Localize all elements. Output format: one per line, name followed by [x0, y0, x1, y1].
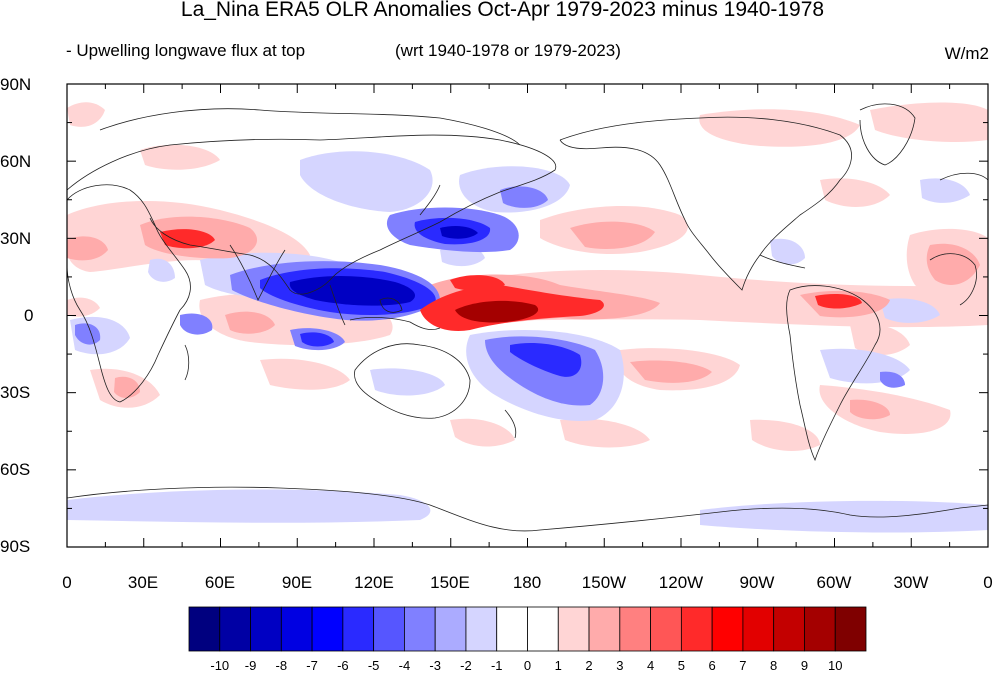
lon-label-120e: 120E [354, 573, 394, 592]
colorbar-label: 4 [646, 658, 655, 673]
lon-label-150w: 150W [581, 573, 627, 592]
anomaly-positive-extreme [455, 300, 539, 323]
colorbar-swatch [434, 606, 467, 652]
lon-label-90e: 90E [281, 573, 313, 592]
axis-ticks [66, 83, 989, 548]
lon-label-60e: 60E [204, 573, 236, 592]
colorbar-label: -3 [429, 658, 441, 673]
anomaly-field [67, 102, 988, 533]
lon-label-90w: 90W [739, 573, 775, 592]
colorbar-swatch [188, 606, 221, 652]
colorbar-swatch [834, 606, 867, 652]
lat-label-30s: 30S [0, 383, 31, 402]
units-label: W/m2 [944, 44, 989, 63]
colorbar-swatch [373, 606, 405, 652]
colorbar-label: -9 [244, 658, 257, 673]
colorbar-label: 2 [585, 658, 593, 673]
lon-label-150e: 150E [430, 573, 470, 592]
colorbar-swatch [250, 606, 282, 652]
lat-label-60n: 60N [0, 152, 32, 171]
lon-label-30e: 30E [127, 573, 159, 592]
colorbar [188, 606, 867, 652]
colorbar-label: 9 [800, 658, 809, 673]
colorbar-label: 7 [739, 658, 747, 673]
chart-subtitle-reference: (wrt 1940-1978 or 1979-2023) [395, 41, 621, 60]
colorbar-swatch [219, 606, 251, 652]
colorbar-label: -1 [490, 658, 503, 673]
colorbar-swatch [742, 606, 775, 652]
lon-label-180: 180 [512, 573, 542, 592]
colorbar-swatch [465, 606, 498, 652]
colorbar-swatch [588, 606, 621, 652]
lon-label-0: 0 [62, 573, 72, 592]
lon-label-0-east: 0 [983, 573, 993, 592]
colorbar-label: -2 [460, 658, 472, 673]
colorbar-swatch [280, 606, 313, 652]
lat-label-90n: 90N [0, 75, 32, 94]
lon-label-120w: 120W [658, 573, 704, 592]
colorbar-label: -4 [398, 658, 411, 673]
colorbar-label: -8 [275, 658, 288, 673]
colorbar-swatch [804, 606, 836, 652]
colorbar-swatch [496, 606, 528, 652]
colorbar-swatch [404, 606, 436, 652]
colorbar-label: 5 [677, 658, 685, 673]
lat-label-30n: 30N [0, 229, 32, 248]
colorbar-label: 0 [523, 658, 532, 673]
colorbar-label: -10 [210, 658, 230, 673]
colorbar-label: 10 [827, 658, 843, 673]
lon-label-30w: 30W [893, 573, 929, 592]
lon-label-60w: 60W [816, 573, 852, 592]
lat-label-90s: 90S [0, 537, 31, 556]
lat-label-0: 0 [24, 306, 34, 325]
chart-subtitle-variable: - Upwelling longwave flux at top [66, 41, 306, 60]
colorbar-label: -6 [337, 658, 349, 673]
colorbar-swatch [527, 606, 559, 652]
colorbar-label: 8 [770, 658, 778, 673]
coastlines [67, 103, 988, 532]
colorbar-label: -5 [367, 658, 380, 673]
colorbar-swatch [650, 606, 682, 652]
colorbar-label: -7 [306, 658, 318, 673]
colorbar-swatch [311, 606, 344, 652]
colorbar-label: 6 [708, 658, 716, 673]
colorbar-swatch [557, 606, 590, 652]
colorbar-swatch [619, 606, 651, 652]
lat-label-60s: 60S [0, 460, 31, 479]
colorbar-swatch [711, 606, 744, 652]
colorbar-swatch [342, 606, 375, 652]
colorbar-swatch [773, 606, 805, 652]
colorbar-label: 3 [616, 658, 624, 673]
colorbar-swatch [680, 606, 713, 652]
chart-title: La_Nina ERA5 OLR Anomalies Oct-Apr 1979-… [180, 0, 825, 21]
colorbar-label: 1 [554, 658, 562, 673]
